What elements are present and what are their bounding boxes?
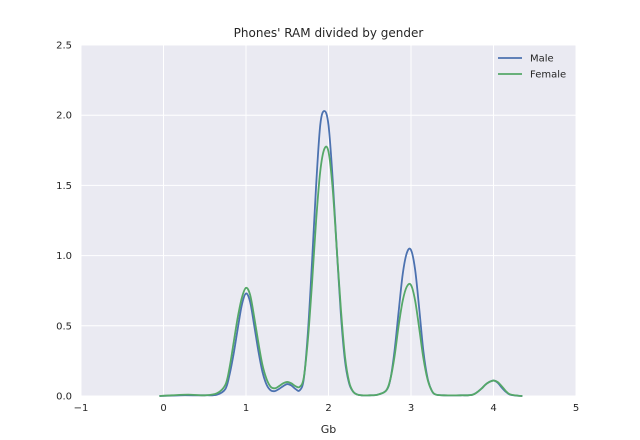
y-tick-label: 1.5 bbox=[56, 181, 72, 192]
x-tick-label: 1 bbox=[243, 403, 249, 414]
legend: Male Female bbox=[498, 54, 566, 81]
y-tick-label: 2.0 bbox=[56, 111, 72, 122]
x-tick-label: 4 bbox=[490, 403, 496, 414]
legend-label-female: Female bbox=[530, 70, 566, 81]
x-tick-label: 3 bbox=[408, 403, 414, 414]
x-tick-label: 0 bbox=[160, 403, 166, 414]
x-tick-label: 5 bbox=[573, 403, 579, 414]
legend-label-male: Male bbox=[530, 54, 554, 65]
x-tick-label: −1 bbox=[74, 403, 89, 414]
x-axis-ticks: −1 0 1 2 3 4 5 bbox=[74, 403, 580, 414]
series-line-female bbox=[159, 145, 523, 397]
series-lines bbox=[159, 110, 523, 397]
x-axis-label: Gb bbox=[321, 423, 337, 436]
y-tick-label: 0.5 bbox=[56, 321, 72, 332]
y-tick-label: 1.0 bbox=[56, 251, 72, 262]
x-tick-label: 2 bbox=[325, 403, 331, 414]
y-tick-label: 0.0 bbox=[56, 392, 72, 403]
y-axis-ticks: 0.0 0.5 1.0 1.5 2.0 2.5 bbox=[56, 41, 72, 403]
chart-title: Phones' RAM divided by gender bbox=[234, 26, 424, 40]
y-tick-label: 2.5 bbox=[56, 41, 72, 52]
